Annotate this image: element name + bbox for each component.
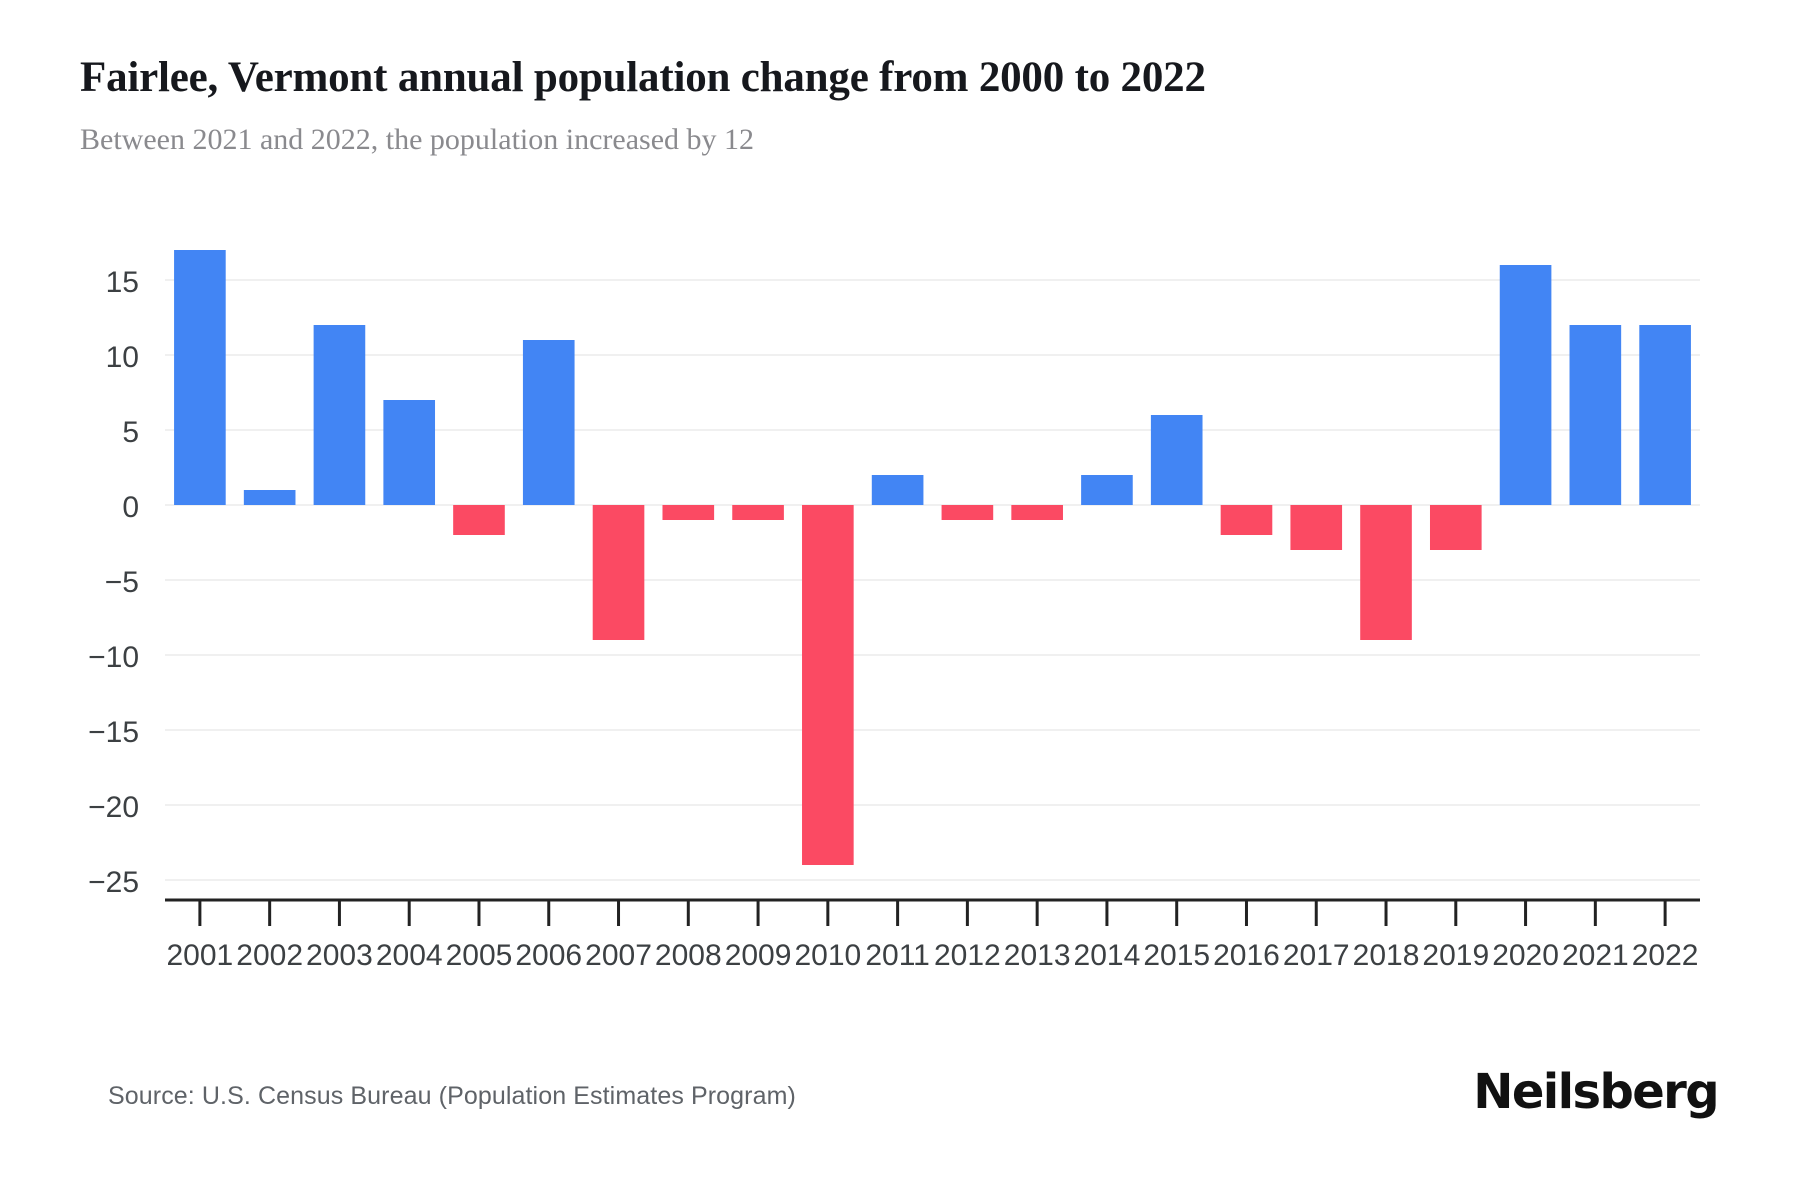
- x-axis-tick-label: 2003: [306, 939, 373, 972]
- x-axis-tick-label: 2016: [1213, 939, 1280, 972]
- page-title: Fairlee, Vermont annual population chang…: [80, 54, 1206, 101]
- bar[interactable]: [1569, 325, 1622, 505]
- bar[interactable]: [1081, 475, 1133, 505]
- bar[interactable]: [174, 250, 226, 505]
- x-axis-tick-label: 2012: [934, 939, 1001, 972]
- chart-header: Fairlee, Vermont annual population chang…: [80, 52, 1720, 160]
- x-axis-tick-label: 2004: [376, 939, 443, 972]
- x-axis-tick-label: 2022: [1632, 939, 1699, 972]
- x-axis-tick-label: 2007: [585, 939, 652, 972]
- y-axis-tick-label: −5: [105, 566, 139, 599]
- gridlines-group: [165, 279, 1700, 881]
- bar[interactable]: [453, 505, 505, 535]
- bar[interactable]: [1639, 325, 1691, 505]
- bar[interactable]: [1150, 415, 1203, 505]
- bar[interactable]: [1290, 505, 1343, 550]
- x-axis-tick-label: 2021: [1562, 939, 1629, 972]
- x-axis-tick-label: 2009: [725, 939, 792, 972]
- y-axis-tick-label: −10: [88, 641, 139, 674]
- bar[interactable]: [522, 340, 575, 505]
- x-axis-tick-label: 2005: [446, 939, 513, 972]
- bar[interactable]: [1360, 505, 1412, 640]
- bar[interactable]: [732, 505, 784, 520]
- x-axis-tick-label: 2006: [515, 939, 582, 972]
- x-axis-tick-label: 2001: [167, 939, 234, 972]
- x-axis-tick-label: 2014: [1074, 939, 1141, 972]
- chart-subtitle: Between 2021 and 2022, the population in…: [80, 123, 755, 156]
- x-axis-tick-label: 2010: [794, 939, 861, 972]
- bar[interactable]: [662, 505, 715, 520]
- x-axis-tick-label: 2013: [1004, 939, 1071, 972]
- bar[interactable]: [592, 505, 645, 640]
- bar[interactable]: [313, 325, 366, 505]
- chart-plot-area: 15 10 5 0 −5 −10 −15 −20 −25 2001 2002 2003 2004 200…: [0, 230, 1800, 1020]
- x-axis-tick-label: 2017: [1283, 939, 1350, 972]
- y-axis-tick-labels-group: 15 10 5 0 −5 −10 −15 −20 −25: [88, 266, 139, 899]
- bar[interactable]: [1011, 505, 1063, 520]
- x-axis-group: [165, 898, 1700, 926]
- y-axis-tick-label: −20: [88, 791, 139, 824]
- chart-footer: Source: U.S. Census Bureau (Population E…: [0, 1060, 1800, 1150]
- x-axis-tick-label: 2020: [1492, 939, 1559, 972]
- bar[interactable]: [941, 505, 994, 520]
- bar[interactable]: [1429, 505, 1482, 550]
- x-axis-tick-labels-group: 2001 2002 2003 2004 2005 2006 2007 2008 2009 2010…: [167, 939, 1699, 972]
- bar[interactable]: [243, 490, 296, 505]
- y-axis-tick-label: 15: [106, 266, 139, 299]
- bar[interactable]: [1220, 505, 1273, 535]
- y-axis-tick-label: −15: [88, 716, 139, 749]
- bar[interactable]: [871, 475, 924, 505]
- x-axis-tick-label: 2011: [865, 939, 930, 972]
- y-axis-tick-label: −25: [88, 866, 139, 899]
- x-axis-tick-label: 2019: [1422, 939, 1489, 972]
- source-note: Source: U.S. Census Bureau (Population E…: [108, 1082, 796, 1110]
- x-axis-tick-label: 2018: [1353, 939, 1420, 972]
- x-axis-tick-label: 2002: [236, 939, 303, 972]
- brand-logo: Neilsberg: [1473, 1064, 1719, 1120]
- y-axis-tick-label: 10: [106, 341, 139, 374]
- bars-group: [174, 250, 1691, 865]
- y-axis-tick-label: 0: [122, 491, 139, 524]
- y-axis-tick-label: 5: [122, 416, 139, 449]
- bar[interactable]: [383, 400, 436, 505]
- bar[interactable]: [1499, 265, 1552, 505]
- x-axis-tick-label: 2015: [1143, 939, 1210, 972]
- bar[interactable]: [802, 505, 854, 865]
- x-axis-tick-label: 2008: [655, 939, 722, 972]
